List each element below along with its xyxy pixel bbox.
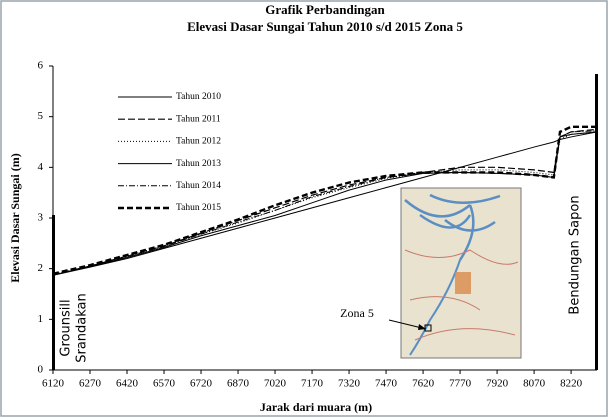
map-inset	[401, 188, 521, 358]
x-tick-label: 7020	[264, 378, 287, 390]
y-tick-label: 3	[38, 212, 44, 224]
y-tick-label: 5	[38, 110, 44, 122]
y-axis-label: Elevasi Dasar Sungai (m)	[8, 153, 22, 282]
x-tick-label: 7770	[449, 378, 472, 390]
x-tick-label: 7470	[375, 378, 398, 390]
legend-label: Tahun 2015	[176, 203, 221, 213]
annotation: Grounsill	[59, 299, 74, 356]
chart: Grafik Perbandingan Elevasi Dasar Sungai…	[0, 0, 608, 417]
legend-label: Tahun 2011	[176, 114, 221, 124]
legend-label: Tahun 2014	[176, 181, 221, 191]
y-tick-label: 1	[38, 313, 44, 325]
y-tick-label: 0	[38, 364, 44, 376]
legend-label: Tahun 2013	[176, 159, 221, 169]
y-tick-label: 2	[38, 262, 44, 274]
annotation: Srandakan	[75, 293, 90, 363]
legend-label: Tahun 2012	[176, 137, 221, 147]
boundary-bar	[52, 215, 55, 370]
y-tick-label: 6	[38, 60, 44, 72]
x-axis-label: Jarak dari muara (m)	[260, 400, 372, 414]
x-tick-label: 8070	[523, 378, 546, 390]
x-tick-label: 6720	[190, 378, 213, 390]
boundary-bar	[595, 74, 598, 370]
legend-label: Tahun 2010	[176, 92, 221, 102]
chart-subtitle: Elevasi Dasar Sungai Tahun 2010 s/d 2015…	[187, 19, 463, 34]
x-tick-label: 7620	[412, 378, 435, 390]
x-tick-label: 7920	[486, 378, 509, 390]
annotation: Zona 5	[340, 306, 374, 320]
y-tick-label: 4	[38, 161, 44, 173]
x-tick-label: 6420	[116, 378, 139, 390]
chart-title: Grafik Perbandingan	[265, 2, 385, 17]
x-tick-label: 8220	[560, 378, 583, 390]
x-tick-label: 6870	[227, 378, 250, 390]
x-tick-label: 7320	[338, 378, 361, 390]
x-tick-label: 7170	[301, 378, 324, 390]
x-tick-label: 6570	[153, 378, 176, 390]
x-tick-label: 6120	[42, 378, 65, 390]
x-tick-label: 6270	[79, 378, 102, 390]
annotation: Bendungan Sapon	[568, 195, 583, 314]
